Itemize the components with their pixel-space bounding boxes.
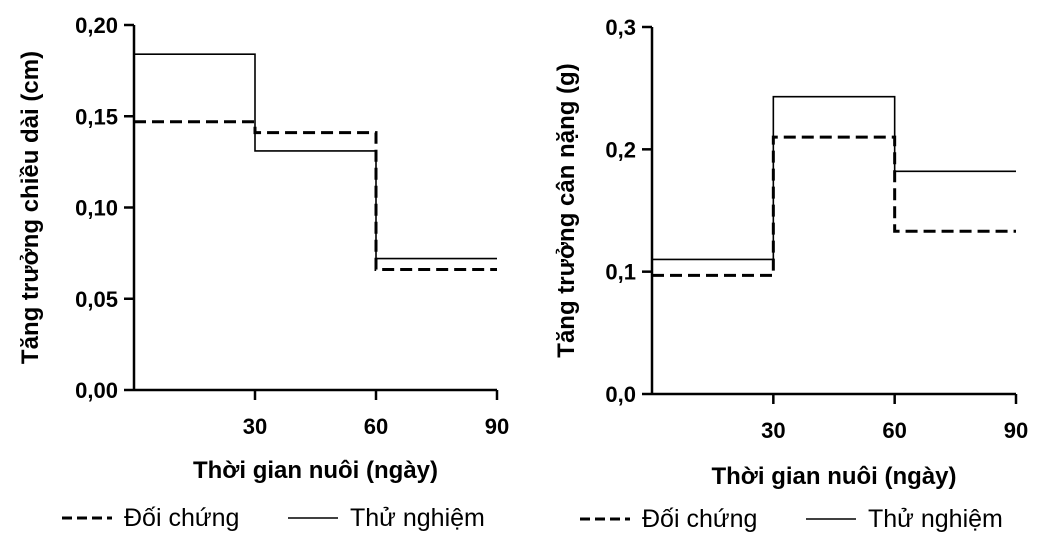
y-tick-label: 0,10 [75, 196, 118, 221]
y-tick-label: 0,20 [75, 13, 118, 38]
series-line-doi-chung [134, 120, 497, 272]
legend-label: Đối chứng [642, 505, 757, 533]
chart-panel-1: 0,00 0,05 0,10 0,15 0,20 30 60 90 Thời gian nuôi… [17, 13, 509, 532]
chart-panel-2: 0,0 0,1 0,2 0,3 30 60 90 Thời gian nuôi (ngày) T… [553, 15, 1028, 533]
series-line-doi-chung [652, 135, 1016, 277]
y-tick-label: 0,0 [605, 382, 636, 407]
legend-label: Thử nghiệm [868, 505, 1003, 533]
y-tick-label: 0,00 [75, 378, 118, 403]
x-tick-label: 60 [364, 414, 388, 439]
y-tick-label: 0,1 [605, 260, 636, 285]
legend: Đối chứng Thử nghiệm [62, 504, 485, 532]
legend: Đối chứng Thử nghiệm [580, 505, 1003, 533]
x-tick-label: 60 [882, 418, 906, 443]
series-line-thu-nghiem [652, 95, 1016, 261]
y-axis-title: Tăng trưởng cân nặng (g) [553, 63, 580, 357]
legend-label: Thử nghiệm [350, 504, 485, 532]
y-tick-label: 0,2 [605, 137, 636, 162]
series-line-thu-nghiem [134, 53, 497, 260]
x-tick-label: 30 [243, 414, 267, 439]
x-tick-label: 30 [761, 418, 785, 443]
y-axis-title: Tăng trưởng chiều dài (cm) [17, 51, 44, 364]
y-tick-label: 0,15 [75, 104, 118, 129]
x-axis-title: Thời gian nuôi (ngày) [193, 457, 438, 484]
x-tick-label: 90 [1004, 418, 1028, 443]
y-tick-label: 0,05 [75, 287, 118, 312]
legend-label: Đối chứng [124, 504, 239, 532]
x-tick-label: 90 [485, 414, 509, 439]
y-tick-label: 0,3 [605, 15, 636, 40]
x-axis-title: Thời gian nuôi (ngày) [711, 463, 956, 490]
